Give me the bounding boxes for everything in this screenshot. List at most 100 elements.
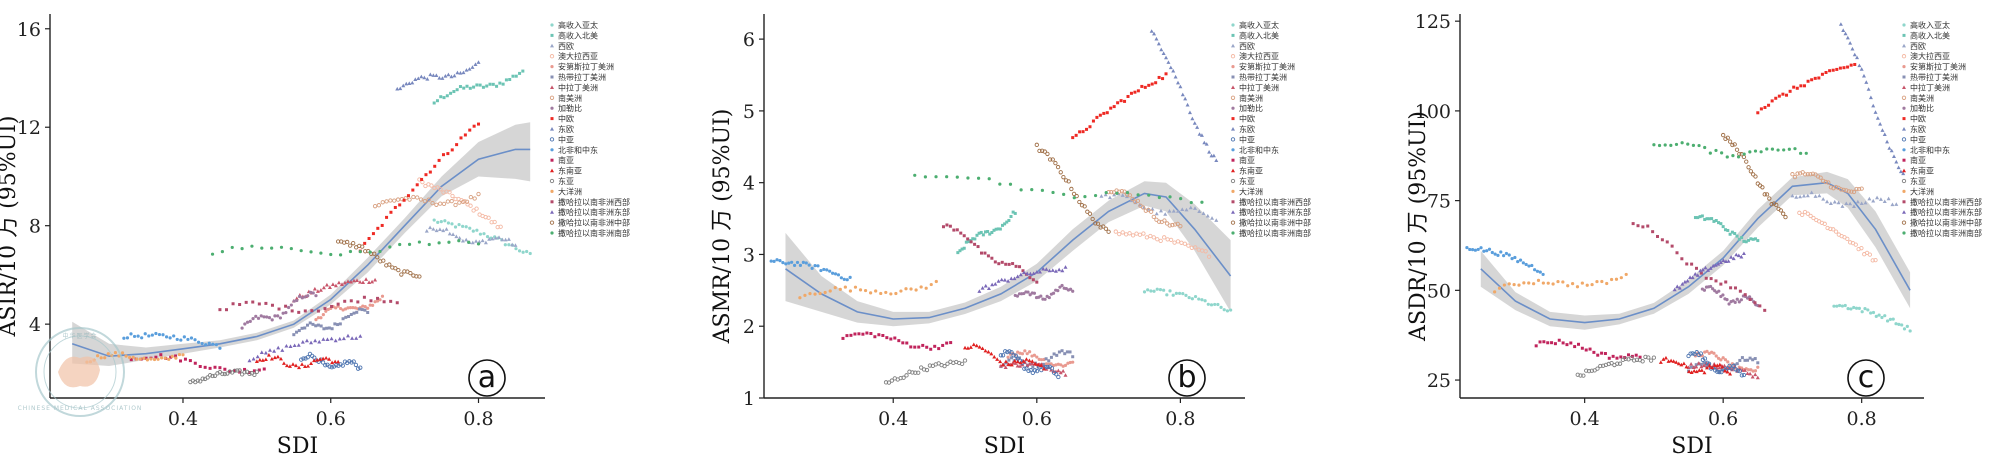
data-point — [368, 303, 372, 307]
data-point — [775, 258, 779, 262]
data-point — [1058, 170, 1063, 175]
data-point — [1200, 200, 1204, 204]
data-point — [431, 227, 436, 231]
data-point — [1711, 287, 1715, 291]
data-point — [1071, 355, 1075, 359]
data-point — [1006, 279, 1011, 283]
data-point — [186, 337, 190, 342]
data-point — [1716, 356, 1721, 360]
data-point — [1569, 341, 1573, 345]
data-point — [1068, 350, 1072, 354]
data-point — [308, 290, 313, 294]
data-point — [998, 359, 1003, 364]
data-point — [1155, 237, 1160, 242]
data-point — [370, 279, 375, 284]
data-point — [1686, 353, 1691, 359]
data-point — [1727, 363, 1732, 368]
data-point — [483, 240, 488, 245]
data-point — [1863, 200, 1868, 205]
data-point — [1660, 238, 1664, 242]
data-point — [317, 339, 322, 344]
data-point — [1853, 62, 1857, 66]
data-point — [262, 367, 266, 371]
data-point — [801, 260, 805, 264]
data-point — [453, 225, 458, 229]
data-point — [341, 317, 345, 321]
data-point — [1002, 278, 1007, 282]
data-point — [1585, 283, 1589, 287]
data-point — [1704, 364, 1708, 368]
data-point — [260, 358, 265, 362]
data-point — [925, 345, 929, 349]
data-point — [1728, 232, 1732, 236]
legend-label: 中欧 — [1239, 114, 1255, 124]
data-point — [1688, 351, 1693, 356]
data-point — [1035, 355, 1039, 359]
data-point — [810, 266, 814, 270]
data-point — [1739, 298, 1743, 302]
data-point — [352, 311, 356, 315]
data-point — [977, 289, 982, 293]
data-point — [1188, 205, 1193, 210]
series-region-3 — [424, 225, 518, 247]
data-point — [1671, 359, 1676, 363]
data-point — [1634, 357, 1640, 362]
data-point — [324, 282, 329, 287]
data-point — [934, 279, 938, 284]
data-point — [1781, 92, 1785, 96]
series-region-1 — [1832, 303, 1912, 333]
data-point — [1836, 200, 1841, 205]
data-point — [305, 323, 309, 327]
data-point — [1760, 185, 1765, 190]
data-point — [314, 294, 318, 298]
data-point — [1894, 322, 1898, 326]
data-point — [1206, 302, 1210, 306]
data-point — [1018, 272, 1023, 277]
data-point — [1032, 291, 1037, 295]
y-tick-label: 3 — [743, 244, 755, 266]
data-point — [1011, 262, 1015, 266]
legend-marker — [549, 220, 555, 225]
data-point — [1161, 77, 1165, 81]
data-point — [1143, 208, 1148, 213]
data-point — [828, 269, 832, 273]
data-point — [1487, 247, 1492, 251]
data-point — [1888, 317, 1892, 321]
data-point — [425, 77, 430, 81]
data-point — [1103, 192, 1108, 197]
series-region-17 — [798, 279, 938, 300]
data-point — [461, 224, 465, 228]
legend-label: 东亚 — [1239, 176, 1255, 186]
data-point — [853, 332, 857, 336]
data-point — [1810, 78, 1814, 82]
data-point — [434, 228, 439, 233]
data-point — [1106, 229, 1111, 234]
data-point — [843, 285, 847, 289]
data-point — [1720, 364, 1725, 369]
data-point — [1184, 293, 1188, 297]
data-point — [816, 264, 820, 268]
data-point — [1024, 366, 1029, 371]
data-point — [257, 302, 261, 306]
x-tick-label: 0.8 — [1165, 408, 1195, 430]
data-point — [983, 230, 987, 234]
legend-label: 澳大拉西亚 — [558, 51, 598, 61]
data-point — [1793, 147, 1797, 151]
data-point — [1689, 370, 1694, 374]
data-point — [1828, 201, 1833, 206]
data-point — [1598, 363, 1603, 369]
data-point — [1716, 262, 1721, 266]
data-point — [1823, 179, 1828, 185]
data-point — [1225, 309, 1230, 313]
data-point — [1753, 369, 1758, 373]
data-point — [1180, 92, 1185, 97]
data-point — [1060, 283, 1064, 288]
data-point — [213, 365, 217, 369]
y-tick-label: 2 — [743, 316, 755, 338]
data-point — [1518, 258, 1523, 262]
data-point — [1123, 99, 1127, 103]
data-point — [913, 370, 918, 375]
legend-marker — [1230, 95, 1236, 100]
data-point — [848, 289, 853, 293]
